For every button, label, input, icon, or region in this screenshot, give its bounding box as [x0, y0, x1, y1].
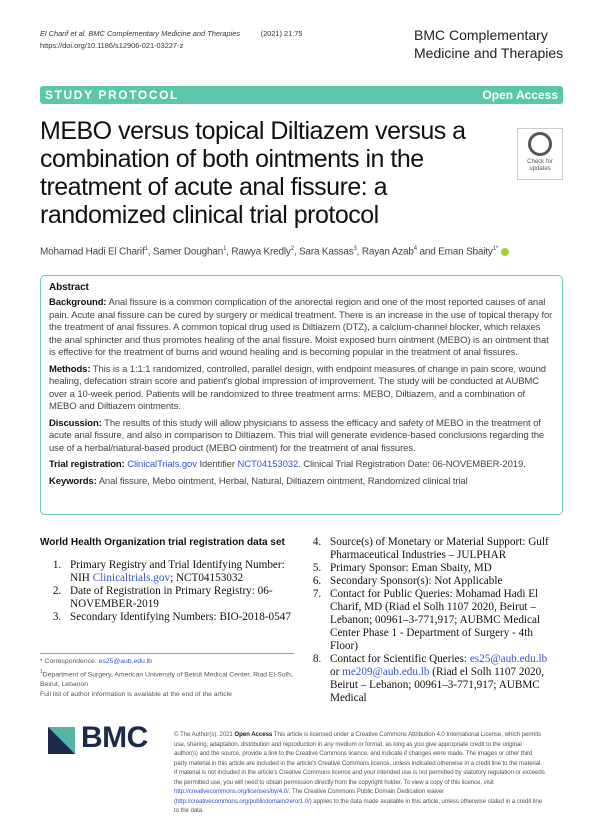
correspondence-email-link[interactable]: es25@aub.edu.lb — [98, 658, 152, 665]
trial-text: Identifier — [199, 459, 235, 470]
item-text: Contact for Scientific Queries: — [330, 653, 468, 665]
who-heading: World Health Organization trial registra… — [40, 537, 285, 548]
affiliation-text: Department of Surgery, American Universi… — [40, 671, 293, 689]
cc-by-link[interactable]: http://creativecommons.org/licenses/by/4… — [174, 788, 289, 795]
who-item: Contact for Scientific Queries: es25@aub… — [324, 653, 558, 705]
abstract-methods: Methods: This is a 1:1:1 randomized, con… — [49, 364, 554, 414]
affiliation-mark: 3 — [353, 246, 357, 252]
background-text: Anal fissure is a common complication of… — [49, 297, 553, 358]
nct-link[interactable]: NCT04153032 — [237, 459, 299, 470]
background-label: Background: — [49, 297, 107, 308]
citation-journal: BMC Complementary Medicine and Therapies — [88, 29, 241, 38]
discussion-text: The results of this study will allow phy… — [49, 417, 545, 454]
article-type: STUDY PROTOCOL — [45, 88, 179, 102]
author-list: Mohamad Hadi El Charif1, Samer Doughan1,… — [40, 243, 509, 258]
methods-text: This is a 1:1:1 randomized, controlled, … — [49, 363, 546, 413]
abstract-trial-registration: Trial registration: ClinicalTrials.gov I… — [49, 459, 554, 472]
bmc-logo: BMC — [48, 721, 160, 757]
footnote-divider — [40, 653, 294, 654]
copyright: © The Author(s). 2021 — [174, 731, 233, 738]
who-item: Source(s) of Monetary or Material Suppor… — [324, 536, 558, 562]
license-text: © The Author(s). 2021 Open Access This a… — [174, 730, 546, 816]
keywords-text: Anal fissure, Mebo ointment, Herbal, Nat… — [98, 475, 468, 487]
check-for-updates-label: Check for updates — [527, 159, 553, 172]
orcid-icon[interactable] — [500, 247, 509, 256]
check-for-updates-button[interactable]: Check for updates — [517, 128, 563, 180]
journal-name: BMC Complementary Medicine and Therapies — [414, 26, 563, 62]
author: Mohamad Hadi El Charif — [40, 246, 145, 258]
who-item: Date of Registration in Primary Registry… — [64, 585, 296, 611]
citation-year-volume: (2021) 21:75 — [260, 29, 303, 38]
who-dataset-left: World Health Organization trial registra… — [40, 536, 296, 624]
affiliation-mark: 1 — [40, 669, 43, 675]
bmc-logo-text: BMC — [81, 721, 148, 754]
item-text: Primary Registry and Trial Identifying N… — [70, 559, 285, 584]
cc0-link[interactable]: http://creativecommons.org/publicdomain/… — [175, 797, 310, 805]
who-dataset-right: Source(s) of Monetary or Material Suppor… — [300, 536, 558, 705]
journal-name-line1: BMC Complementary — [414, 27, 548, 43]
license-body: ) applies to the data made available in … — [174, 797, 543, 815]
keywords-label: Keywords: — [49, 475, 97, 487]
who-item: Secondary Identifying Numbers: BIO-2018-… — [64, 611, 296, 624]
who-item: Primary Sponsor: Eman Sbaity, MD — [324, 562, 558, 575]
affiliation-mark: 4 — [413, 246, 417, 252]
affiliation-mark: 2 — [290, 246, 294, 252]
doi-link[interactable]: https://doi.org/10.1186/s12906-021-03227… — [40, 41, 184, 50]
article-title: MEBO versus topical Diltiazem versus a c… — [40, 117, 466, 229]
citation-authors: El Charif et al. — [40, 29, 87, 38]
who-list: Primary Registry and Trial Identifying N… — [40, 559, 296, 624]
affiliation-mark: 1* — [492, 246, 498, 252]
author: Rawya Kredly — [231, 246, 291, 258]
bookmark-icon — [528, 132, 552, 156]
author: Rayan Azab — [361, 246, 414, 258]
open-access-label: Open Access — [482, 88, 558, 102]
article-type-banner: STUDY PROTOCOL Open Access — [40, 86, 563, 104]
author: Sara Kassas — [299, 246, 354, 258]
license-body: This article is licensed under a Creativ… — [174, 731, 545, 786]
email-link[interactable]: es25@aub.edu.lb — [469, 653, 548, 665]
open-access-label: Open Access — [234, 731, 273, 738]
clinicaltrials-link[interactable]: Clinicaltrials.gov — [92, 572, 171, 584]
item-text: (Riad el Solh 1107 2020, Beirut – Lebano… — [330, 666, 545, 704]
trial-label: Trial registration: — [49, 459, 125, 470]
who-item: Contact for Public Queries: Mohamad Hadi… — [324, 588, 558, 653]
abstract-discussion: Discussion: The results of this study wi… — [49, 418, 554, 456]
footnotes: * Correspondence: es25@aub.edu.lb 1Depar… — [40, 657, 296, 700]
affiliation-mark: 1 — [223, 246, 227, 252]
abstract-heading: Abstract — [49, 282, 89, 293]
methods-label: Methods: — [49, 363, 91, 375]
who-list-continued: Source(s) of Monetary or Material Suppor… — [300, 536, 558, 705]
email-link[interactable]: me209@aub.edu.lb — [342, 666, 430, 678]
license-body: . The Creative Commons Public Domain Ded… — [174, 788, 445, 805]
discussion-label: Discussion: — [49, 417, 102, 429]
full-author-info-note: Full list of author information is avail… — [40, 691, 232, 699]
abstract-box: Abstract Background: Anal fissure is a c… — [40, 275, 563, 515]
author: Samer Doughan — [152, 246, 224, 258]
who-item: Primary Registry and Trial Identifying N… — [64, 559, 296, 585]
affiliation-mark: 1 — [144, 246, 148, 252]
journal-name-line2: Medicine and Therapies — [414, 45, 564, 61]
authors-and: and — [419, 246, 436, 258]
clinicaltrials-link[interactable]: ClinicalTrials.gov — [127, 459, 197, 470]
who-item: Secondary Sponsor(s): Not Applicable — [324, 575, 558, 588]
running-header: El Charif et al. BMC Complementary Medic… — [40, 28, 303, 52]
author: Eman Sbaity — [438, 246, 493, 258]
abstract-background: Background: Anal fissure is a common com… — [49, 297, 554, 360]
correspondence-label: * Correspondence: — [40, 658, 97, 665]
trial-date-text: . Clinical Trial Registration Date: 06-N… — [298, 459, 526, 470]
bmc-logo-mark-icon — [48, 727, 75, 754]
item-text: ; NCT04153032 — [170, 572, 244, 584]
item-text: or — [330, 666, 340, 678]
abstract-keywords: Keywords: Anal fissure, Mebo ointment, H… — [49, 476, 554, 489]
